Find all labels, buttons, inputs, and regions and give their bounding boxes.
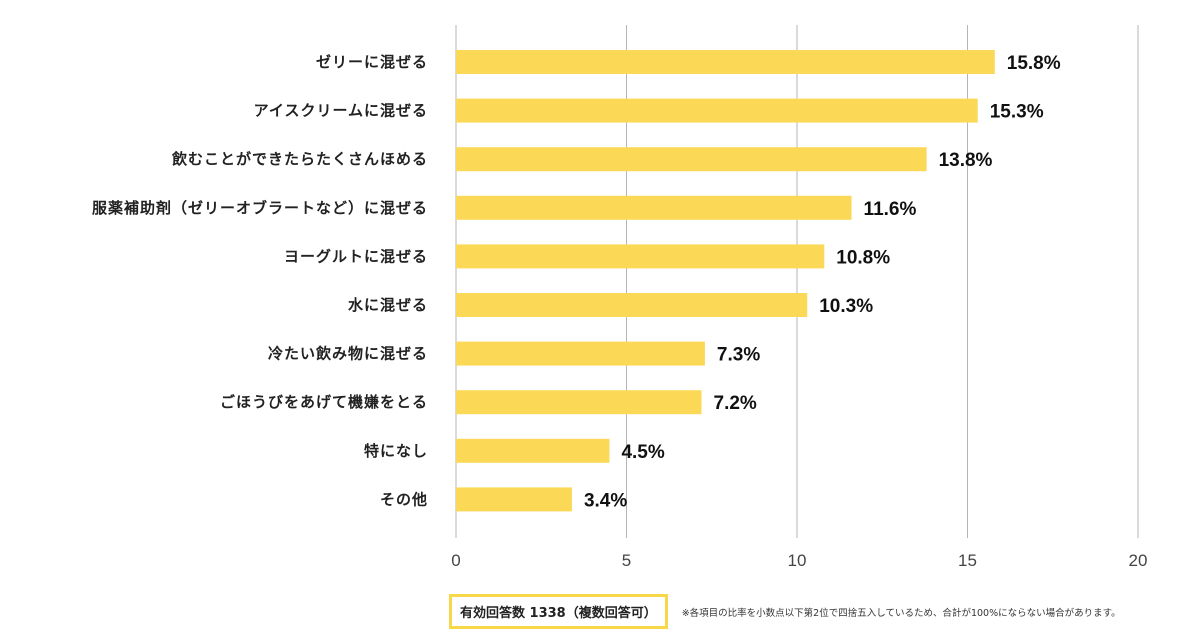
- x-tick-label: 0: [451, 551, 460, 570]
- x-tick-label: 10: [788, 551, 807, 570]
- bar: [456, 50, 995, 74]
- category-label: 特になし: [364, 442, 428, 460]
- value-label: 7.3%: [717, 345, 760, 366]
- bar: [456, 244, 825, 269]
- bar: [456, 341, 705, 366]
- x-tick-label: 20: [1129, 551, 1148, 570]
- category-label: ゼリーに混ぜる: [316, 53, 428, 71]
- category-label: 水に混ぜる: [348, 296, 428, 314]
- label-layer: 0 5 10 15 20 ゼリーに混ぜる 15.8% アイスクリームに混ぜる 15.3% 飲むこと…: [92, 53, 1147, 570]
- value-label: 7.2%: [714, 393, 757, 414]
- category-label: ごほうびをあげて機嫌をとる: [220, 393, 428, 411]
- category-label: その他: [380, 490, 428, 508]
- category-label: アイスクリームに混ぜる: [254, 102, 428, 120]
- value-label: 15.3%: [990, 102, 1044, 123]
- chart-footer: 有効回答数 1338（複数回答可） ※各項目の比率を小数点以下第2位で四捨五入し…: [449, 594, 1121, 629]
- x-tick-label: 15: [958, 551, 977, 570]
- x-tick-label: 5: [622, 551, 631, 570]
- value-label: 10.8%: [836, 247, 890, 268]
- value-label: 4.5%: [621, 442, 664, 463]
- bar: [456, 438, 610, 463]
- category-label: 冷たい飲み物に混ぜる: [268, 345, 428, 363]
- bar: [456, 487, 572, 512]
- value-label: 13.8%: [939, 150, 993, 171]
- bar-chart: 0 5 10 15 20 ゼリーに混ぜる 15.8% アイスクリームに混ぜる 15.3% 飲むこと…: [92, 25, 1147, 570]
- value-label: 3.4%: [584, 490, 627, 511]
- value-label: 11.6%: [864, 199, 917, 220]
- bar: [456, 195, 852, 220]
- bar-layer: [456, 50, 995, 512]
- category-label: 飲むことができたらたくさんほめる: [171, 150, 428, 168]
- category-label: 服薬補助剤（ゼリーオブラートなど）に混ぜる: [92, 199, 428, 217]
- value-label: 10.3%: [819, 296, 873, 317]
- bar: [456, 293, 808, 317]
- category-label: ヨーグルトに混ぜる: [284, 247, 428, 265]
- value-label: 15.8%: [1007, 53, 1061, 74]
- bar: [456, 98, 978, 123]
- footnote: ※各項目の比率を小数点以下第2位で四捨五入しているため、合計が100%にならない…: [681, 607, 1121, 619]
- bar: [456, 390, 702, 415]
- bar: [456, 147, 927, 172]
- sample-size-box: 有効回答数 1338（複数回答可）: [449, 594, 668, 629]
